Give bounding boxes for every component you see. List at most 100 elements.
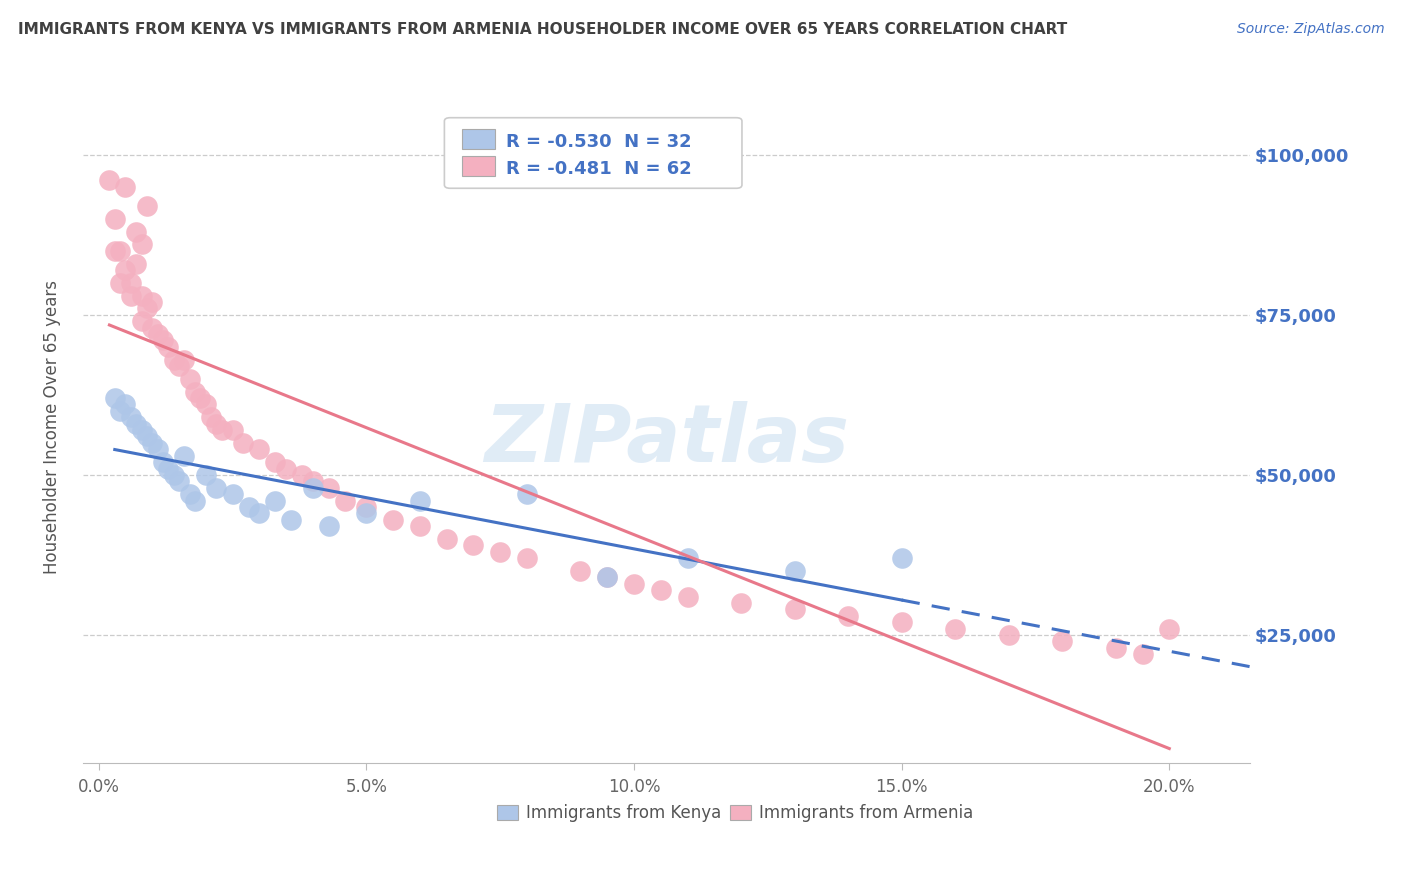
Point: [125, 417, 148, 431]
Point: [120, 276, 142, 290]
Point: [1105, 640, 1128, 655]
Point: [104, 391, 127, 405]
Point: [125, 257, 148, 271]
Text: IMMIGRANTS FROM KENYA VS IMMIGRANTS FROM ARMENIA HOUSEHOLDER INCOME OVER 65 YEAR: IMMIGRANTS FROM KENYA VS IMMIGRANTS FROM…: [18, 22, 1067, 37]
FancyBboxPatch shape: [730, 805, 751, 820]
Y-axis label: Householder Income Over 65 years: Householder Income Over 65 years: [44, 280, 60, 574]
Point: [131, 314, 153, 328]
Point: [837, 608, 859, 623]
Point: [280, 513, 302, 527]
Point: [676, 551, 699, 566]
Point: [783, 602, 806, 616]
Point: [264, 455, 287, 469]
Point: [238, 500, 260, 514]
Point: [1132, 647, 1154, 661]
FancyBboxPatch shape: [496, 805, 517, 820]
Point: [676, 590, 699, 604]
Point: [205, 481, 228, 495]
Point: [108, 276, 131, 290]
Point: [997, 628, 1019, 642]
Point: [179, 487, 201, 501]
Point: [108, 244, 131, 258]
Point: [232, 436, 254, 450]
Point: [596, 570, 619, 584]
Point: [104, 244, 127, 258]
Point: [120, 410, 142, 425]
Text: Immigrants from Kenya: Immigrants from Kenya: [526, 805, 721, 822]
Point: [120, 288, 142, 302]
Point: [247, 442, 270, 457]
Point: [98, 173, 121, 187]
Point: [114, 179, 136, 194]
Point: [157, 461, 180, 475]
Point: [318, 481, 340, 495]
Point: [200, 410, 222, 425]
Text: R = -0.530  N = 32: R = -0.530 N = 32: [506, 133, 692, 151]
Point: [173, 449, 195, 463]
Point: [146, 327, 169, 342]
Point: [141, 295, 163, 310]
FancyBboxPatch shape: [463, 129, 495, 149]
Point: [221, 487, 243, 501]
Point: [409, 519, 432, 533]
Point: [569, 564, 592, 578]
Point: [356, 506, 378, 520]
Point: [409, 493, 432, 508]
Point: [890, 551, 912, 566]
Point: [301, 475, 323, 489]
Point: [163, 467, 186, 482]
Point: [194, 397, 217, 411]
Point: [141, 436, 163, 450]
Point: [1159, 622, 1181, 636]
Point: [211, 423, 233, 437]
Point: [135, 199, 157, 213]
Point: [890, 615, 912, 629]
Point: [274, 461, 297, 475]
Point: [173, 352, 195, 367]
Point: [623, 576, 645, 591]
Point: [291, 467, 314, 482]
Point: [783, 564, 806, 578]
Point: [489, 545, 512, 559]
FancyBboxPatch shape: [463, 156, 495, 177]
Point: [463, 538, 485, 552]
Point: [131, 288, 153, 302]
Point: [125, 225, 148, 239]
Point: [382, 513, 405, 527]
Point: [190, 391, 212, 405]
Point: [152, 455, 174, 469]
Point: [596, 570, 619, 584]
Point: [131, 237, 153, 252]
Point: [333, 493, 356, 508]
Point: [108, 404, 131, 418]
Point: [247, 506, 270, 520]
Point: [157, 340, 180, 354]
Text: R = -0.481  N = 62: R = -0.481 N = 62: [506, 160, 692, 178]
Point: [141, 320, 163, 334]
Text: Immigrants from Armenia: Immigrants from Armenia: [759, 805, 974, 822]
Point: [184, 384, 207, 399]
Point: [730, 596, 752, 610]
Point: [1050, 634, 1073, 648]
Point: [205, 417, 228, 431]
Point: [163, 352, 186, 367]
Point: [318, 519, 340, 533]
Point: [179, 372, 201, 386]
Point: [650, 583, 672, 598]
Point: [114, 397, 136, 411]
Point: [167, 475, 190, 489]
Point: [516, 551, 538, 566]
Point: [516, 487, 538, 501]
FancyBboxPatch shape: [444, 118, 742, 188]
Point: [184, 493, 207, 508]
Point: [135, 301, 157, 316]
Point: [167, 359, 190, 373]
Point: [301, 481, 323, 495]
Point: [943, 622, 966, 636]
Point: [135, 429, 157, 443]
Text: ZIPatlas: ZIPatlas: [484, 401, 849, 479]
Point: [104, 211, 127, 226]
Point: [436, 532, 458, 546]
Point: [152, 334, 174, 348]
Point: [356, 500, 378, 514]
